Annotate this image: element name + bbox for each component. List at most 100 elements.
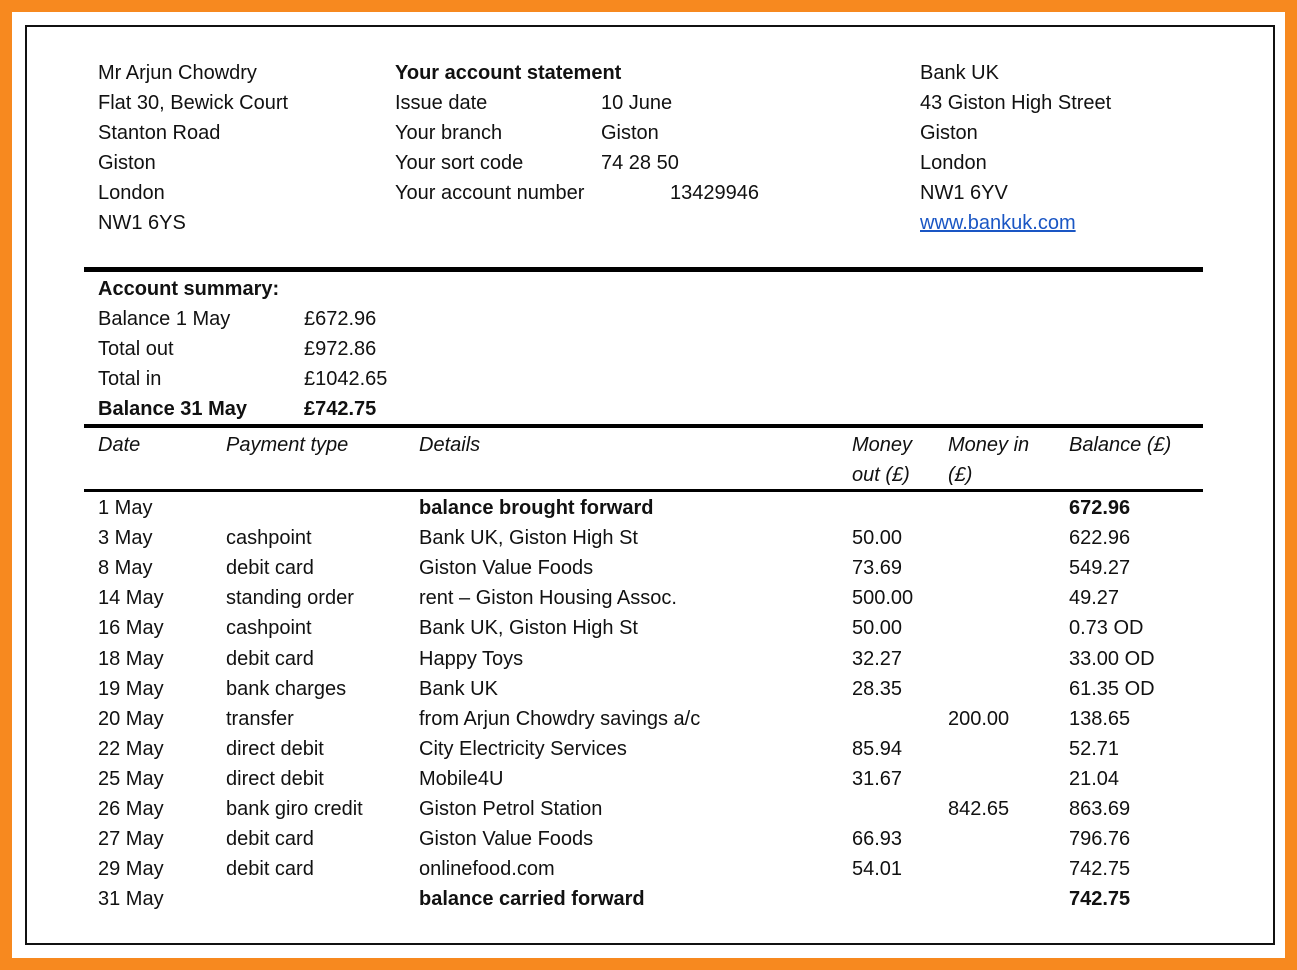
bank-address-line: Giston	[920, 122, 978, 144]
customer-address-line: London	[98, 182, 165, 204]
cell-date: 20 May	[98, 707, 164, 730]
divider	[84, 489, 1203, 492]
cell-type: transfer	[226, 707, 294, 730]
customer-address-line: Giston	[98, 152, 156, 174]
cell-balance: 863.69	[1069, 798, 1131, 820]
cell-out: 73.69	[852, 557, 903, 580]
cell-type: debit card	[226, 858, 314, 881]
cell-type: cashpoint	[226, 527, 312, 550]
cell-date: 3 May	[98, 527, 153, 550]
cell-balance: 549.27	[1069, 557, 1131, 580]
cell-balance: 52.71	[1069, 737, 1120, 760]
cell-details: Mobile4U	[419, 767, 504, 790]
column-header: Payment type	[226, 434, 349, 456]
bank-address-line: Bank UK	[920, 62, 999, 84]
cell-details: rent – Giston Housing Assoc.	[419, 587, 677, 610]
cell-out: 50.00	[852, 527, 903, 550]
frame	[25, 25, 1275, 945]
customer-address-line: Flat 30, Bewick Court	[98, 92, 289, 114]
cell-date: 22 May	[98, 737, 164, 760]
cell-balance: 742.75	[1069, 888, 1131, 911]
cell-details: balance brought forward	[419, 497, 654, 519]
summary-value: £972.86	[304, 338, 377, 360]
cell-details: Giston Value Foods	[419, 557, 594, 580]
cell-date: 29 May	[98, 858, 164, 881]
column-header: Details	[419, 434, 481, 456]
cell-balance: 796.76	[1069, 828, 1131, 851]
statement-label: Your account number	[395, 182, 585, 204]
cell-details: onlinefood.com	[419, 858, 555, 881]
customer-address-line: Stanton Road	[98, 122, 221, 144]
cell-type: bank charges	[226, 677, 347, 700]
cell-details: Bank UK, Giston High St	[419, 527, 638, 550]
cell-balance: 622.96	[1069, 527, 1131, 550]
column-header: Balance (£)	[1069, 434, 1172, 456]
cell-date: 27 May	[98, 828, 164, 851]
statement-value: 10 June	[601, 92, 673, 114]
customer-address-line: Mr Arjun Chowdry	[98, 62, 257, 84]
divider	[84, 424, 1203, 428]
summary-value: £672.96	[304, 308, 377, 330]
cell-date: 14 May	[98, 587, 164, 610]
cell-out: 54.01	[852, 858, 903, 881]
statement-value: 74 28 50	[601, 152, 679, 174]
cell-type: cashpoint	[226, 617, 312, 640]
statement-label: Your sort code	[395, 152, 524, 174]
cell-balance: 49.27	[1069, 587, 1120, 610]
summary-label: Total in	[98, 368, 162, 390]
cell-balance: 0.73 OD	[1069, 617, 1144, 640]
statement-label: Your branch	[395, 122, 503, 144]
cell-type: bank giro credit	[226, 798, 363, 820]
cell-balance: 33.00 OD	[1069, 647, 1155, 670]
summary-title: Account summary:	[98, 278, 280, 300]
statement-title: Your account statement	[395, 62, 622, 84]
summary-value: £1042.65	[304, 368, 388, 390]
summary-label: Balance 1 May	[98, 308, 231, 330]
cell-type: debit card	[226, 557, 314, 580]
cell-details: Bank UK, Giston High St	[419, 617, 638, 640]
bank-address-line: London	[920, 152, 987, 174]
cell-balance: 742.75	[1069, 858, 1131, 881]
customer-address-line: NW1 6YS	[98, 212, 186, 234]
cell-details: Giston Petrol Station	[419, 798, 603, 820]
bank-address-line: 43 Giston High Street	[920, 92, 1112, 114]
cell-out: 28.35	[852, 677, 903, 700]
cell-balance: 61.35 OD	[1069, 677, 1155, 700]
cell-out: 31.67	[852, 767, 903, 790]
cell-in: 200.00	[948, 707, 1010, 730]
cell-date: 25 May	[98, 767, 164, 790]
cell-balance: 672.96	[1069, 497, 1131, 519]
summary-label: Total out	[98, 338, 174, 360]
statement-paper: Mr Arjun Chowdry Flat 30, Bewick Court Sta…	[12, 12, 1285, 958]
cell-type: standing order	[226, 587, 354, 610]
cell-out: 32.27	[852, 647, 903, 670]
column-header: Money in (£)	[948, 434, 1030, 486]
cell-out: 500.00	[852, 587, 914, 610]
cell-out: 85.94	[852, 737, 903, 760]
cell-date: 8 May	[98, 557, 153, 580]
bank-website[interactable]: www.bankuk.com	[920, 212, 1076, 234]
cell-date: 31 May	[98, 888, 164, 911]
cell-balance: 138.65	[1069, 707, 1131, 730]
cell-date: 19 May	[98, 677, 164, 700]
cell-details: from Arjun Chowdry savings a/c	[419, 707, 701, 730]
cell-balance: 21.04	[1069, 767, 1120, 790]
statement-value: 13429946	[670, 182, 759, 204]
summary-value: £742.75	[304, 398, 377, 420]
cell-details: Giston Value Foods	[419, 828, 594, 851]
statement-value: Giston	[601, 122, 659, 144]
divider	[84, 267, 1203, 272]
column-header: Date	[98, 434, 141, 456]
column-header: Money out (£)	[852, 434, 913, 486]
cell-out: 50.00	[852, 617, 903, 640]
cell-out: 66.93	[852, 828, 903, 851]
cell-details: Bank UK	[419, 677, 498, 700]
cell-date: 1 May	[98, 497, 153, 519]
cell-date: 26 May	[98, 798, 164, 820]
cell-date: 16 May	[98, 617, 164, 640]
cell-in: 842.65	[948, 798, 1010, 820]
cell-details: balance carried forward	[419, 888, 645, 911]
summary-label: Balance 31 May	[98, 398, 247, 420]
cell-details: City Electricity Services	[419, 737, 627, 760]
